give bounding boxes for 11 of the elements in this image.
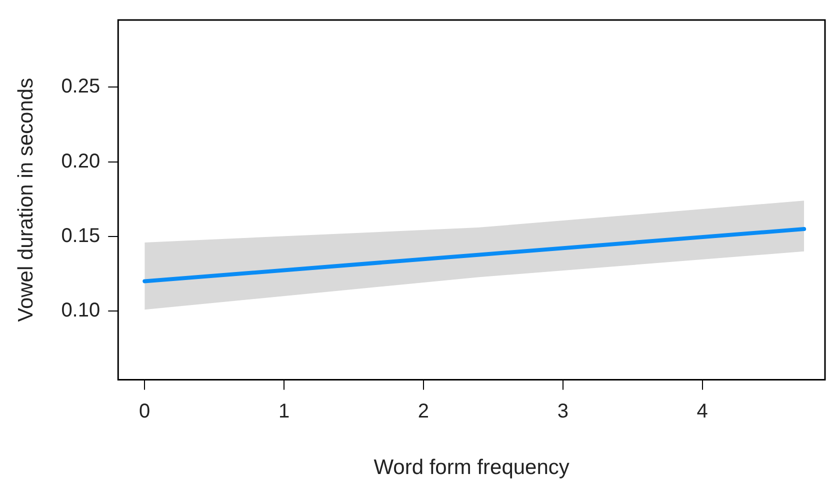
y-tick-label: 0.10 — [61, 300, 100, 322]
y-axis-title: Vowel duration in seconds — [14, 78, 38, 322]
x-tick-label: 0 — [139, 400, 150, 422]
x-tick-label: 1 — [278, 400, 290, 422]
x-tick-label: 3 — [557, 400, 568, 422]
x-axis-title: Word form frequency — [374, 456, 570, 480]
x-tick-label: 2 — [418, 400, 430, 422]
y-tick-label: 0.20 — [61, 150, 100, 172]
y-tick-label: 0.15 — [61, 224, 100, 247]
x-tick-label: 4 — [696, 400, 708, 422]
y-tick-label: 0.25 — [61, 76, 100, 98]
